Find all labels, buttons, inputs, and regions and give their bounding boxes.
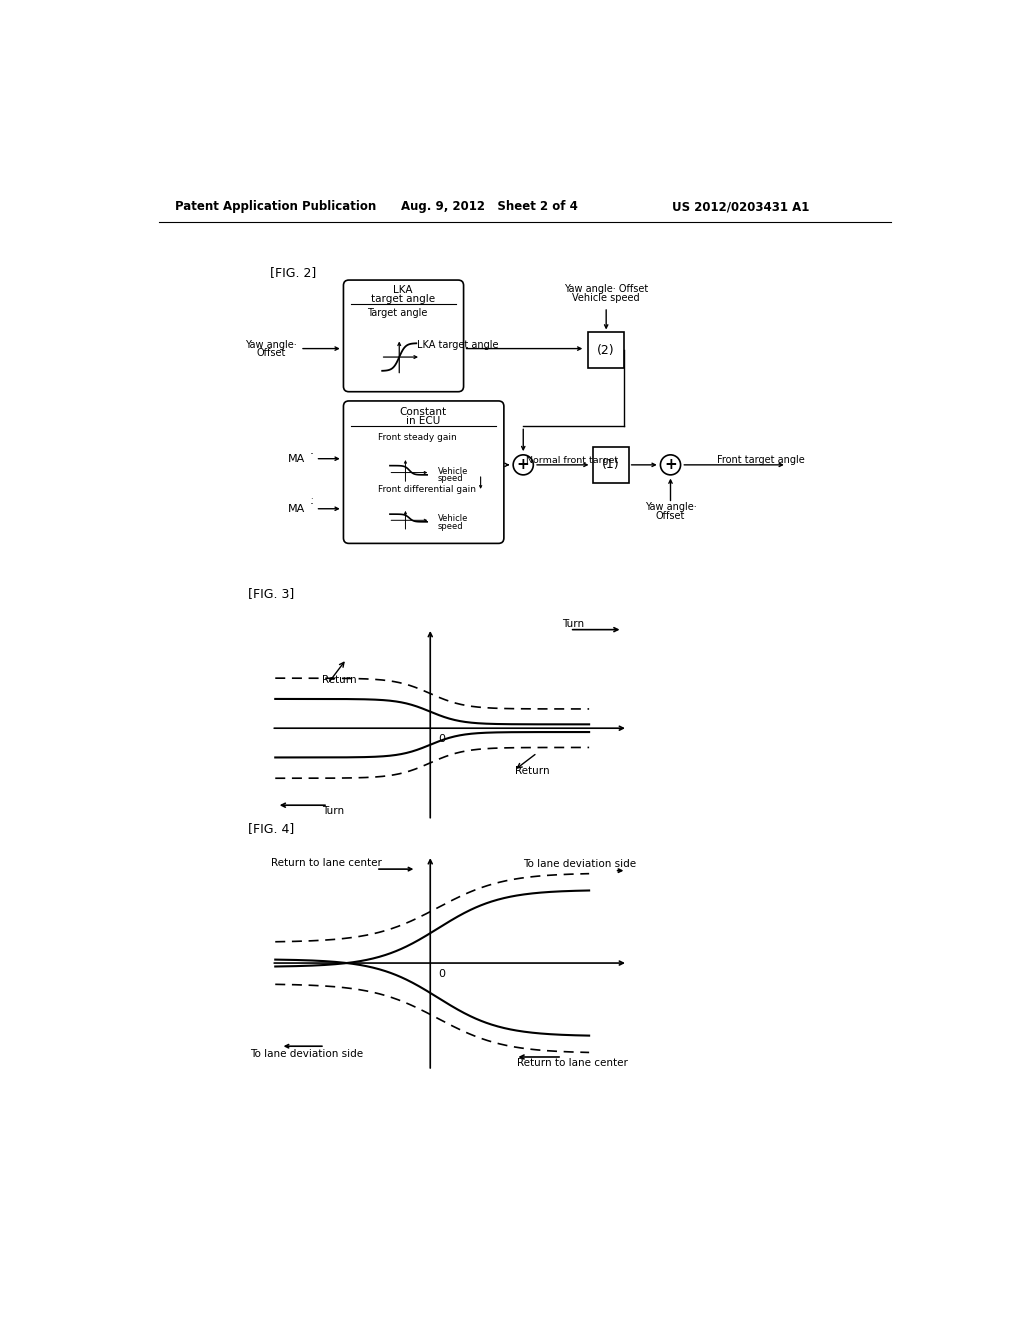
Text: Yaw angle·: Yaw angle· — [246, 339, 297, 350]
Text: Constant: Constant — [399, 407, 446, 417]
Text: Return: Return — [322, 676, 356, 685]
Text: ·: · — [309, 447, 313, 461]
Text: Normal front target: Normal front target — [526, 455, 618, 465]
Text: speed: speed — [438, 521, 464, 531]
Text: in ECU: in ECU — [407, 416, 440, 426]
Text: LKA target angle: LKA target angle — [417, 339, 498, 350]
FancyBboxPatch shape — [343, 280, 464, 392]
Text: 0: 0 — [438, 734, 445, 744]
Text: (1): (1) — [602, 458, 620, 471]
Text: To lane deviation side: To lane deviation side — [250, 1049, 362, 1059]
Text: Vehicle speed: Vehicle speed — [572, 293, 640, 302]
Text: Offset: Offset — [655, 511, 685, 520]
Text: [FIG. 4]: [FIG. 4] — [248, 822, 294, 834]
Text: LKA: LKA — [393, 285, 413, 296]
Text: Front steady gain: Front steady gain — [378, 433, 457, 442]
Bar — [593, 447, 629, 483]
Text: [FIG. 3]: [FIG. 3] — [248, 587, 294, 601]
Text: Offset: Offset — [257, 348, 286, 358]
Text: 0: 0 — [438, 969, 445, 979]
Text: To lane deviation side: To lane deviation side — [523, 859, 636, 870]
Text: +: + — [665, 457, 677, 473]
Text: MA: MA — [288, 454, 305, 463]
Text: target angle: target angle — [371, 294, 435, 305]
Text: [FIG. 2]: [FIG. 2] — [270, 265, 316, 279]
Text: Yaw angle· Offset: Yaw angle· Offset — [564, 284, 648, 294]
Text: Patent Application Publication: Patent Application Publication — [175, 201, 376, 214]
Text: MA: MA — [288, 504, 305, 513]
Text: +: + — [517, 457, 529, 473]
Text: Return to lane center: Return to lane center — [271, 858, 382, 869]
Text: US 2012/0203431 A1: US 2012/0203431 A1 — [672, 201, 809, 214]
Text: (2): (2) — [597, 343, 615, 356]
Text: Yaw angle·: Yaw angle· — [645, 502, 696, 512]
Text: ·: · — [310, 495, 313, 504]
Text: speed: speed — [438, 474, 464, 483]
Text: Front differential gain: Front differential gain — [378, 484, 476, 494]
Text: Front target angle: Front target angle — [717, 455, 805, 465]
Bar — [589, 333, 624, 368]
Text: Target angle: Target angle — [367, 308, 427, 318]
Text: Turn: Turn — [323, 807, 344, 816]
Text: ·: · — [309, 499, 313, 511]
Text: Return: Return — [515, 766, 550, 776]
Text: Aug. 9, 2012   Sheet 2 of 4: Aug. 9, 2012 Sheet 2 of 4 — [401, 201, 579, 214]
Text: Vehicle: Vehicle — [438, 466, 468, 475]
Text: Vehicle: Vehicle — [438, 515, 468, 523]
FancyBboxPatch shape — [343, 401, 504, 544]
Text: Turn: Turn — [562, 619, 585, 630]
Text: Return to lane center: Return to lane center — [517, 1059, 628, 1068]
